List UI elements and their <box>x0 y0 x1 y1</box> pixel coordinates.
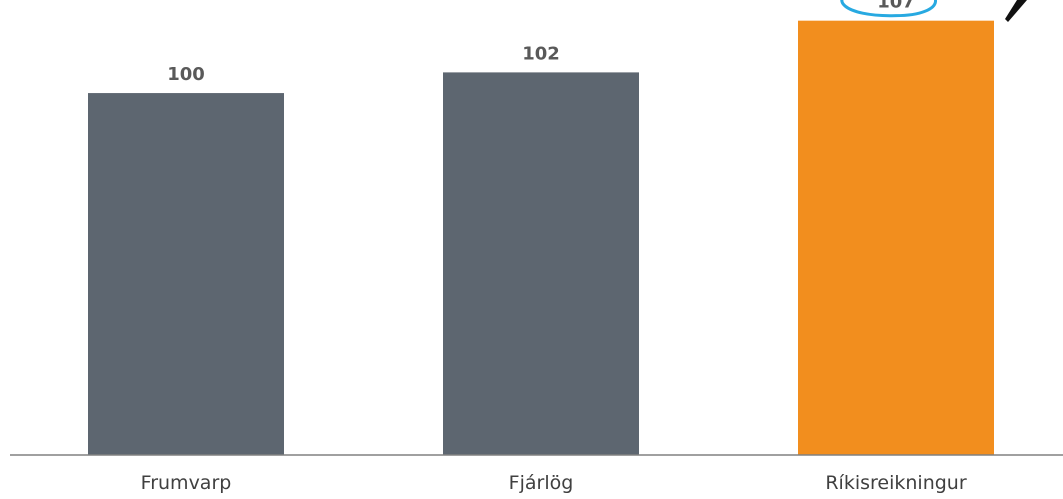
value-label-1: 102 <box>522 43 560 64</box>
value-label-2: 107 <box>877 0 915 13</box>
category-label-2: Ríkisreikningur <box>825 472 966 494</box>
annotation-group <box>840 0 1027 22</box>
value-labels-group: 100 102 107 <box>167 0 915 85</box>
value-label-0: 100 <box>167 64 205 85</box>
bar-0 <box>88 93 284 456</box>
bars-group <box>88 20 994 456</box>
highlight-ring <box>840 0 937 18</box>
category-label-0: Frumvarp <box>141 472 232 494</box>
bar-2 <box>798 20 994 455</box>
pen-mark <box>1005 0 1027 22</box>
bar-1 <box>443 72 639 456</box>
category-label-1: Fjárlög <box>509 472 574 494</box>
category-labels-group: Frumvarp Fjárlög Ríkisreikningur <box>141 472 967 494</box>
